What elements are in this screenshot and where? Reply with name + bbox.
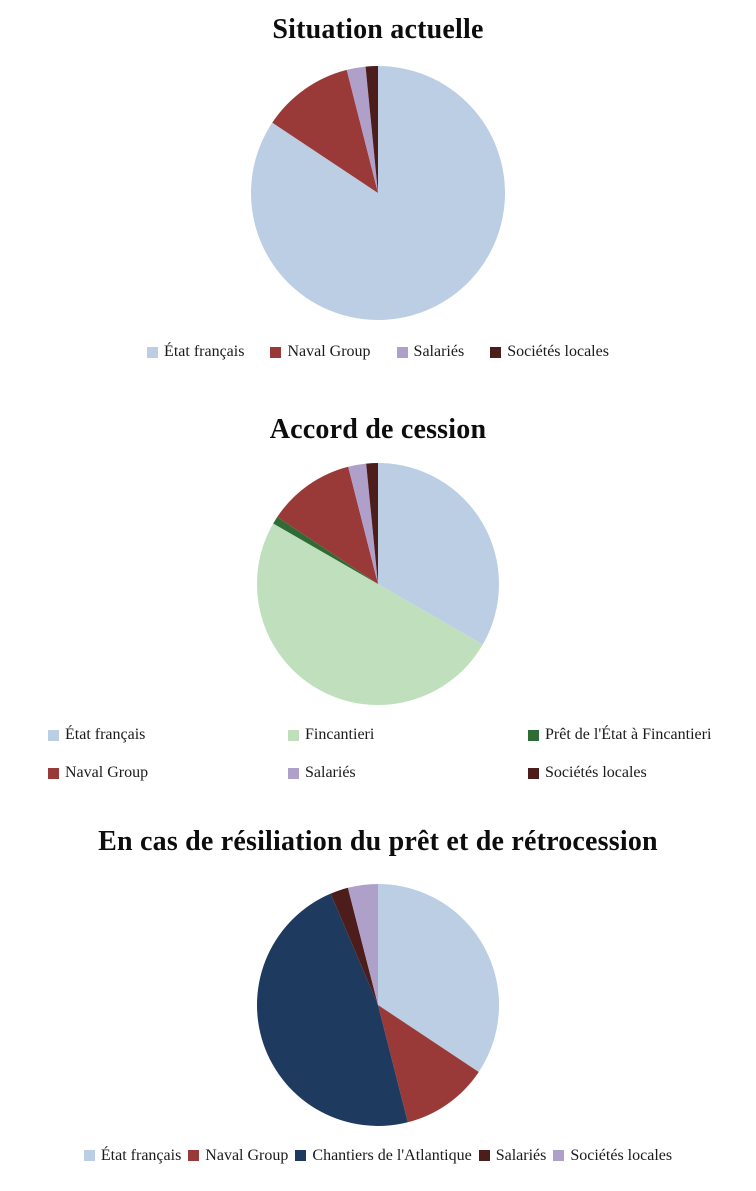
pie-slice [257, 893, 408, 1126]
pie-charts-page: Situation actuelle État français Naval Gr… [0, 0, 756, 1165]
pie-slice [366, 463, 378, 585]
pie-slice [273, 517, 378, 585]
legend-label: Salariés [413, 343, 465, 361]
legend-item: État français [147, 342, 244, 362]
legend-item: Sociétés locales [528, 763, 756, 783]
pie-chart [257, 883, 499, 1126]
chart-situation-actuelle: Situation actuelle État français Naval Gr… [0, 0, 756, 362]
legend-item: Prêt de l'État à Fincantieri [528, 725, 756, 745]
legend-swatch [295, 1150, 307, 1162]
legend-label: Sociétés locales [570, 1146, 673, 1164]
legend-swatch [528, 767, 539, 779]
legend-item: État français [83, 1146, 182, 1166]
chart-title: Situation actuelle [272, 14, 484, 45]
pie-slice [251, 66, 505, 321]
legend-swatch [48, 729, 59, 741]
pie-slice [346, 66, 378, 194]
legend-item: Naval Group [270, 342, 371, 362]
chart-title: En cas de résiliation du prêt et de rétr… [98, 826, 658, 858]
legend-swatch [270, 346, 282, 358]
pie-slice [348, 463, 378, 585]
legend-label: Prêt de l'État à Fincantieri [545, 726, 712, 744]
pie-chart [251, 66, 505, 321]
legend-swatch [83, 1150, 95, 1162]
legend-swatch [528, 729, 539, 741]
pie-slice [378, 883, 499, 1072]
legend-label: Salariés [305, 764, 356, 782]
legend-label: Naval Group [205, 1146, 289, 1164]
legend-swatch [288, 729, 299, 741]
pie-slice [272, 70, 378, 194]
legend-label: Sociétés locales [545, 764, 647, 782]
legend-swatch [147, 346, 159, 358]
chart-title: Accord de cession [269, 414, 487, 446]
legend-label: État français [65, 726, 146, 744]
chart-resiliation-retrocession: En cas de résiliation du prêt et de rétr… [0, 783, 756, 1165]
legend-label: État français [100, 1146, 182, 1164]
legend-swatch [553, 1150, 565, 1162]
legend-item: Naval Group [188, 1146, 288, 1166]
legend-item: Salariés [288, 763, 528, 783]
chart-accord-de-cession: Accord de cession État français Fincantie… [0, 362, 756, 783]
legend-label: Salariés [495, 1146, 547, 1164]
legend-item: État français [48, 725, 288, 745]
pie-slice [347, 883, 378, 1005]
legend-item: Salariés [478, 1146, 547, 1166]
legend-label: Fincantieri [305, 726, 375, 744]
pie-slice [378, 1004, 479, 1122]
pie-slice [277, 467, 378, 585]
legend-item: Sociétés locales [490, 342, 609, 362]
legend-label: Sociétés locales [507, 343, 609, 361]
pie-chart [257, 463, 499, 706]
legend-item: Naval Group [48, 763, 288, 783]
legend-item: Sociétés locales [553, 1146, 672, 1166]
legend-swatch [48, 767, 59, 779]
legend-label: Chantiers de l'Atlantique [312, 1146, 472, 1164]
legend-item: Fincantieri [288, 725, 528, 745]
legend-swatch [288, 767, 299, 779]
legend-item: Chantiers de l'Atlantique [295, 1146, 472, 1166]
legend-label: Naval Group [287, 343, 371, 361]
pie-slice [257, 523, 483, 706]
legend-swatch [478, 1150, 490, 1162]
legend-swatch [188, 1150, 200, 1162]
chart-legend: État français Naval Group Salariés Sociétés… [0, 342, 756, 362]
pie-slice [365, 66, 378, 194]
chart-legend: État français Naval Group Chantiers de l'A… [0, 1146, 756, 1166]
legend-item: Salariés [396, 342, 465, 362]
legend-label: État français [164, 343, 245, 361]
legend-swatch [490, 346, 502, 358]
legend-swatch [396, 346, 408, 358]
legend-label: Naval Group [65, 764, 149, 782]
chart-legend: État français Fincantieri Prêt de l'État à… [0, 725, 756, 783]
pie-slice [330, 887, 378, 1005]
pie-slice [378, 463, 499, 645]
